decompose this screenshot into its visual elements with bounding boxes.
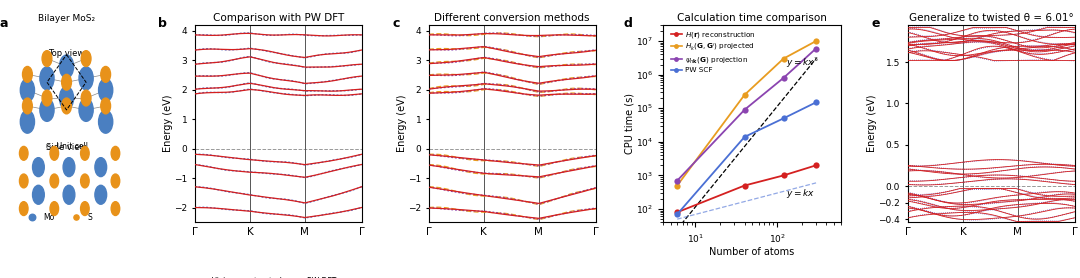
Circle shape [40, 67, 54, 90]
Circle shape [62, 74, 71, 90]
Circle shape [98, 110, 112, 133]
Circle shape [50, 147, 58, 160]
X-axis label: Number of atoms: Number of atoms [710, 247, 795, 257]
Circle shape [62, 98, 71, 114]
Circle shape [79, 67, 93, 90]
Text: Bilayer MoS₂: Bilayer MoS₂ [38, 14, 95, 23]
Circle shape [63, 185, 75, 204]
Legend: $H(\mathbf{r})$ reconstructed, PW DFT: $H(\mathbf{r})$ reconstructed, PW DFT [190, 272, 339, 278]
Circle shape [19, 147, 28, 160]
Point [68, 215, 85, 220]
Circle shape [19, 174, 28, 188]
Text: Side view: Side view [46, 143, 86, 152]
Circle shape [81, 202, 90, 215]
Circle shape [111, 147, 120, 160]
Circle shape [111, 202, 120, 215]
Circle shape [81, 51, 91, 66]
Y-axis label: Energy (eV): Energy (eV) [163, 95, 173, 152]
Circle shape [21, 110, 35, 133]
Text: ◇  Unit cell: ◇ Unit cell [45, 142, 87, 150]
Legend: Reconstructed, NN: Reconstructed, NN [912, 275, 1026, 278]
Circle shape [40, 98, 54, 121]
Circle shape [111, 174, 120, 188]
Circle shape [100, 66, 110, 82]
Text: S: S [87, 213, 92, 222]
Text: a: a [0, 17, 8, 30]
Circle shape [42, 51, 52, 66]
Y-axis label: Energy (eV): Energy (eV) [867, 95, 877, 152]
Y-axis label: Energy (eV): Energy (eV) [396, 95, 406, 152]
Circle shape [23, 66, 32, 82]
Text: $y = kx^3$: $y = kx^3$ [786, 56, 820, 70]
Circle shape [23, 98, 32, 114]
Circle shape [79, 98, 93, 121]
Title: Generalize to twisted θ = 6.01°: Generalize to twisted θ = 6.01° [909, 13, 1074, 23]
Legend: $H(\mathbf{r})$ reconstruction, $H_k(\mathbf{G}, \mathbf{G}^\prime)$ projected, : $H(\mathbf{r})$ reconstruction, $H_k(\ma… [669, 27, 758, 76]
Title: Different conversion methods: Different conversion methods [434, 13, 590, 23]
Circle shape [21, 79, 35, 101]
Text: Top view: Top view [49, 49, 84, 58]
Circle shape [32, 158, 44, 177]
Circle shape [81, 174, 90, 188]
Text: b: b [158, 17, 167, 30]
Circle shape [59, 87, 73, 110]
Circle shape [95, 158, 107, 177]
Y-axis label: CPU time (s): CPU time (s) [624, 93, 634, 154]
Title: Comparison with PW DFT: Comparison with PW DFT [213, 13, 343, 23]
Text: Mo: Mo [43, 213, 55, 222]
Circle shape [50, 174, 58, 188]
Circle shape [42, 90, 52, 106]
Text: $y = kx$: $y = kx$ [786, 187, 815, 200]
Legend: $H(\mathbf{r})$
reconstructed, $H_k(\mathbf{G}, \mathbf{G}^\prime)$
projected, $: $H(\mathbf{r})$ reconstructed, $H_k(\mat… [424, 276, 619, 278]
Circle shape [100, 98, 110, 114]
Circle shape [50, 202, 58, 215]
Text: c: c [392, 17, 400, 30]
Circle shape [32, 185, 44, 204]
Circle shape [19, 202, 28, 215]
Text: e: e [872, 17, 880, 30]
Title: Calculation time comparison: Calculation time comparison [677, 13, 826, 23]
Point [24, 215, 41, 220]
Text: d: d [623, 17, 633, 30]
Circle shape [81, 90, 91, 106]
Circle shape [81, 147, 90, 160]
Circle shape [98, 79, 112, 101]
Circle shape [95, 185, 107, 204]
Circle shape [63, 158, 75, 177]
Circle shape [59, 55, 73, 78]
